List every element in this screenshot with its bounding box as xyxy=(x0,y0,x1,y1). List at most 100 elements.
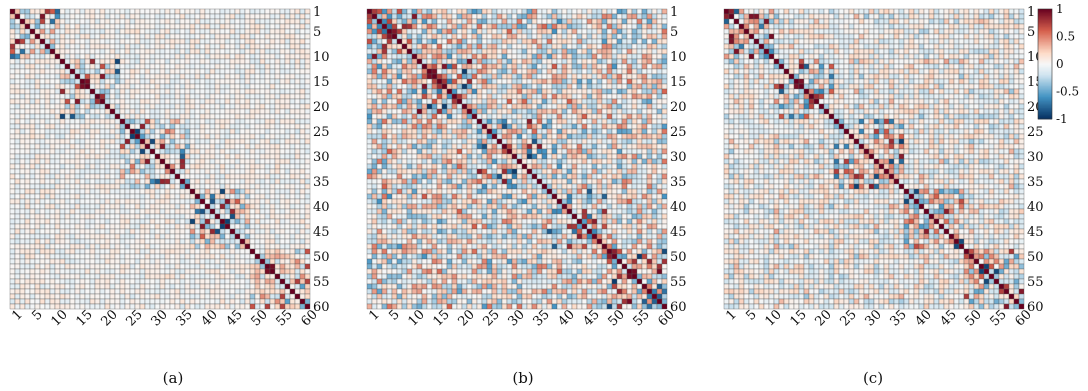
heatmap-cell xyxy=(466,43,473,50)
heatmap-cell xyxy=(596,43,603,50)
heatmap-cell xyxy=(274,198,281,205)
heatmap-cell xyxy=(294,303,301,310)
heatmap-cell xyxy=(24,288,31,295)
heatmap-cell xyxy=(14,273,21,280)
heatmap-cell xyxy=(636,18,643,25)
heatmap-cell xyxy=(406,58,413,65)
heatmap-cell xyxy=(99,268,106,275)
heatmap-cell xyxy=(174,28,181,35)
heatmap-cell xyxy=(591,73,598,80)
heatmap-cell xyxy=(284,68,291,75)
heatmap-cell xyxy=(134,58,141,65)
heatmap-cell xyxy=(229,93,236,100)
heatmap-cell xyxy=(491,93,498,100)
heatmap-cell xyxy=(631,23,638,30)
heatmap-cell xyxy=(294,158,301,165)
heatmap-cell xyxy=(416,58,423,65)
heatmap-cell xyxy=(89,303,96,310)
heatmap-cell xyxy=(466,33,473,40)
heatmap-cell xyxy=(59,273,66,280)
heatmap-cell xyxy=(144,298,151,305)
heatmap-cell xyxy=(194,298,201,305)
heatmap-cell xyxy=(219,233,226,240)
heatmap-cell xyxy=(59,13,66,20)
heatmap-cell xyxy=(219,68,226,75)
heatmap-cell xyxy=(204,268,211,275)
heatmap-cell xyxy=(204,248,211,255)
heatmap-cell xyxy=(19,53,26,60)
heatmap-cell xyxy=(471,63,478,70)
heatmap-cell xyxy=(39,283,46,290)
heatmap-cell xyxy=(184,158,191,165)
heatmap-cell xyxy=(44,158,51,165)
heatmap-cell xyxy=(304,213,311,220)
heatmap-cell xyxy=(124,148,131,155)
heatmap-cell xyxy=(219,88,226,95)
heatmap-cell xyxy=(526,78,533,85)
heatmap-cell xyxy=(94,98,101,105)
heatmap-cell xyxy=(89,258,96,265)
heatmap-cell xyxy=(274,218,281,225)
heatmap-cell xyxy=(244,88,251,95)
heatmap-cell xyxy=(194,213,201,220)
heatmap-cell xyxy=(616,68,623,75)
heatmap-cell xyxy=(371,33,378,40)
heatmap-cell xyxy=(154,228,161,235)
heatmap-cell xyxy=(416,103,423,110)
heatmap-cell xyxy=(99,163,106,170)
heatmap-cell xyxy=(571,63,578,70)
heatmap-cell xyxy=(294,258,301,265)
heatmap-cell xyxy=(194,88,201,95)
heatmap-cell xyxy=(114,138,121,145)
heatmap-cell xyxy=(199,228,206,235)
heatmap-cell xyxy=(24,183,31,190)
heatmap-cell xyxy=(249,168,256,175)
heatmap-cell xyxy=(436,78,443,85)
heatmap-cell xyxy=(396,113,403,120)
heatmap-cell xyxy=(636,58,643,65)
heatmap-cell xyxy=(204,78,211,85)
heatmap-cell xyxy=(169,33,176,40)
heatmap-cell xyxy=(24,83,31,90)
heatmap-cell xyxy=(229,273,236,280)
heatmap-cell xyxy=(104,223,111,230)
heatmap-cell xyxy=(134,293,141,300)
heatmap-cell xyxy=(39,153,46,160)
heatmap-cell xyxy=(621,13,628,20)
heatmap-cell xyxy=(144,88,151,95)
heatmap-cell xyxy=(616,98,623,105)
heatmap-cell xyxy=(94,118,101,125)
heatmap-cell xyxy=(239,153,246,160)
heatmap-cell xyxy=(406,68,413,75)
heatmap-cell xyxy=(84,18,91,25)
heatmap-cell xyxy=(134,103,141,110)
heatmap-cell xyxy=(209,18,216,25)
heatmap-cell xyxy=(229,68,236,75)
heatmap-cell xyxy=(219,8,226,15)
heatmap-cell xyxy=(249,23,256,30)
heatmap-cell xyxy=(586,33,593,40)
heatmap-cell xyxy=(401,78,408,85)
heatmap-cell xyxy=(526,23,533,30)
heatmap-cell xyxy=(219,188,226,195)
heatmap-cell xyxy=(14,278,21,285)
heatmap-cell xyxy=(501,93,508,100)
heatmap-cell xyxy=(596,88,603,95)
heatmap-cell xyxy=(391,118,398,125)
heatmap-cell xyxy=(134,238,141,245)
heatmap-cell xyxy=(621,98,628,105)
heatmap-cell xyxy=(244,133,251,140)
heatmap-cell xyxy=(89,203,96,210)
heatmap-cell xyxy=(279,138,286,145)
heatmap-cell xyxy=(89,138,96,145)
heatmap-cell xyxy=(119,33,126,40)
heatmap-cell xyxy=(129,23,136,30)
heatmap-cell xyxy=(94,153,101,160)
heatmap-cell xyxy=(269,178,276,185)
heatmap-cell xyxy=(64,113,71,120)
heatmap-cell xyxy=(169,138,176,145)
heatmap-cell xyxy=(39,158,46,165)
heatmap-cell xyxy=(269,233,276,240)
heatmap-cell xyxy=(229,128,236,135)
heatmap-cell xyxy=(229,38,236,45)
